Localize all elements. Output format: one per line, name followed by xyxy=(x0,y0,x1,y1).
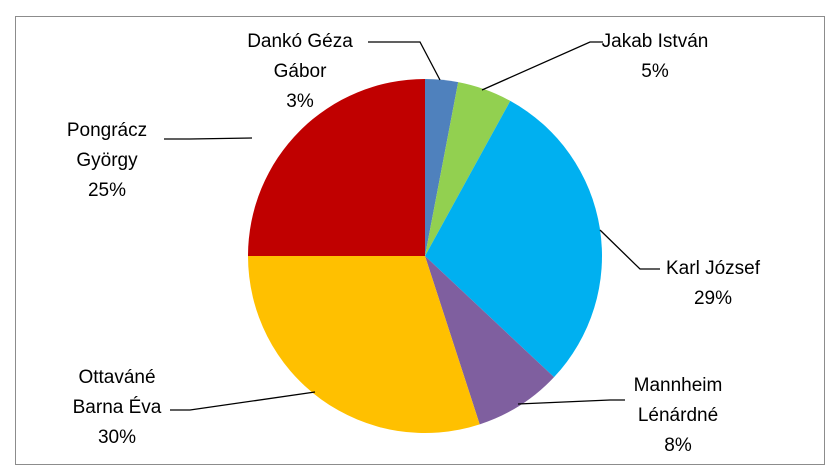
leader-line-3 xyxy=(599,229,660,270)
slice-label-line: 8% xyxy=(664,435,692,456)
pie-slices xyxy=(248,79,603,434)
slice-label-6: Pongrácz György 25% xyxy=(67,120,147,201)
leader-line-5 xyxy=(170,391,316,411)
slice-label-line: Pongrácz xyxy=(67,120,147,141)
slice-label-5: Ottaváné Barna Éva 30% xyxy=(73,367,162,448)
pie-slice-1 xyxy=(425,79,459,256)
pie-slice-5 xyxy=(248,256,480,434)
slice-label-line: Dankó Géza xyxy=(247,31,353,52)
slice-label-line: 5% xyxy=(641,61,669,82)
slice-label-line: Karl József xyxy=(666,258,761,279)
slice-label-line: Mannheim xyxy=(634,375,723,396)
slice-label-4: Mannheim Lénárdné 8% xyxy=(634,375,723,456)
leader-lines xyxy=(164,41,660,411)
pie-slice-6 xyxy=(248,79,425,256)
slice-labels: Dankó Géza Gábor 3% Jakab István 5% Karl Józs… xyxy=(67,31,761,456)
slice-label-line: Gábor xyxy=(274,61,327,82)
pie-slice-3 xyxy=(425,100,603,378)
leader-line-4 xyxy=(517,399,625,405)
slice-label-line: György xyxy=(76,150,138,171)
leader-line-1 xyxy=(368,41,441,81)
slice-label-line: Barna Éva xyxy=(73,397,162,418)
slice-label-3: Karl József 29% xyxy=(666,258,761,309)
slice-label-line: 29% xyxy=(694,288,732,309)
slice-label-line: 3% xyxy=(286,91,314,112)
slice-label-line: Ottaváné xyxy=(78,367,155,388)
slice-label-line: Jakab István xyxy=(602,31,709,52)
slice-label-line: 25% xyxy=(88,180,126,201)
slice-label-2: Jakab István 5% xyxy=(602,31,709,82)
leader-line-2 xyxy=(481,41,603,91)
slice-label-1: Dankó Géza Gábor 3% xyxy=(247,31,353,112)
slice-label-line: Lénárdné xyxy=(638,405,718,426)
slice-label-line: 30% xyxy=(98,427,136,448)
pie-slice-2 xyxy=(425,82,511,256)
chart-frame xyxy=(15,16,825,465)
pie-slice-4 xyxy=(425,256,555,425)
leader-line-6 xyxy=(164,137,253,140)
